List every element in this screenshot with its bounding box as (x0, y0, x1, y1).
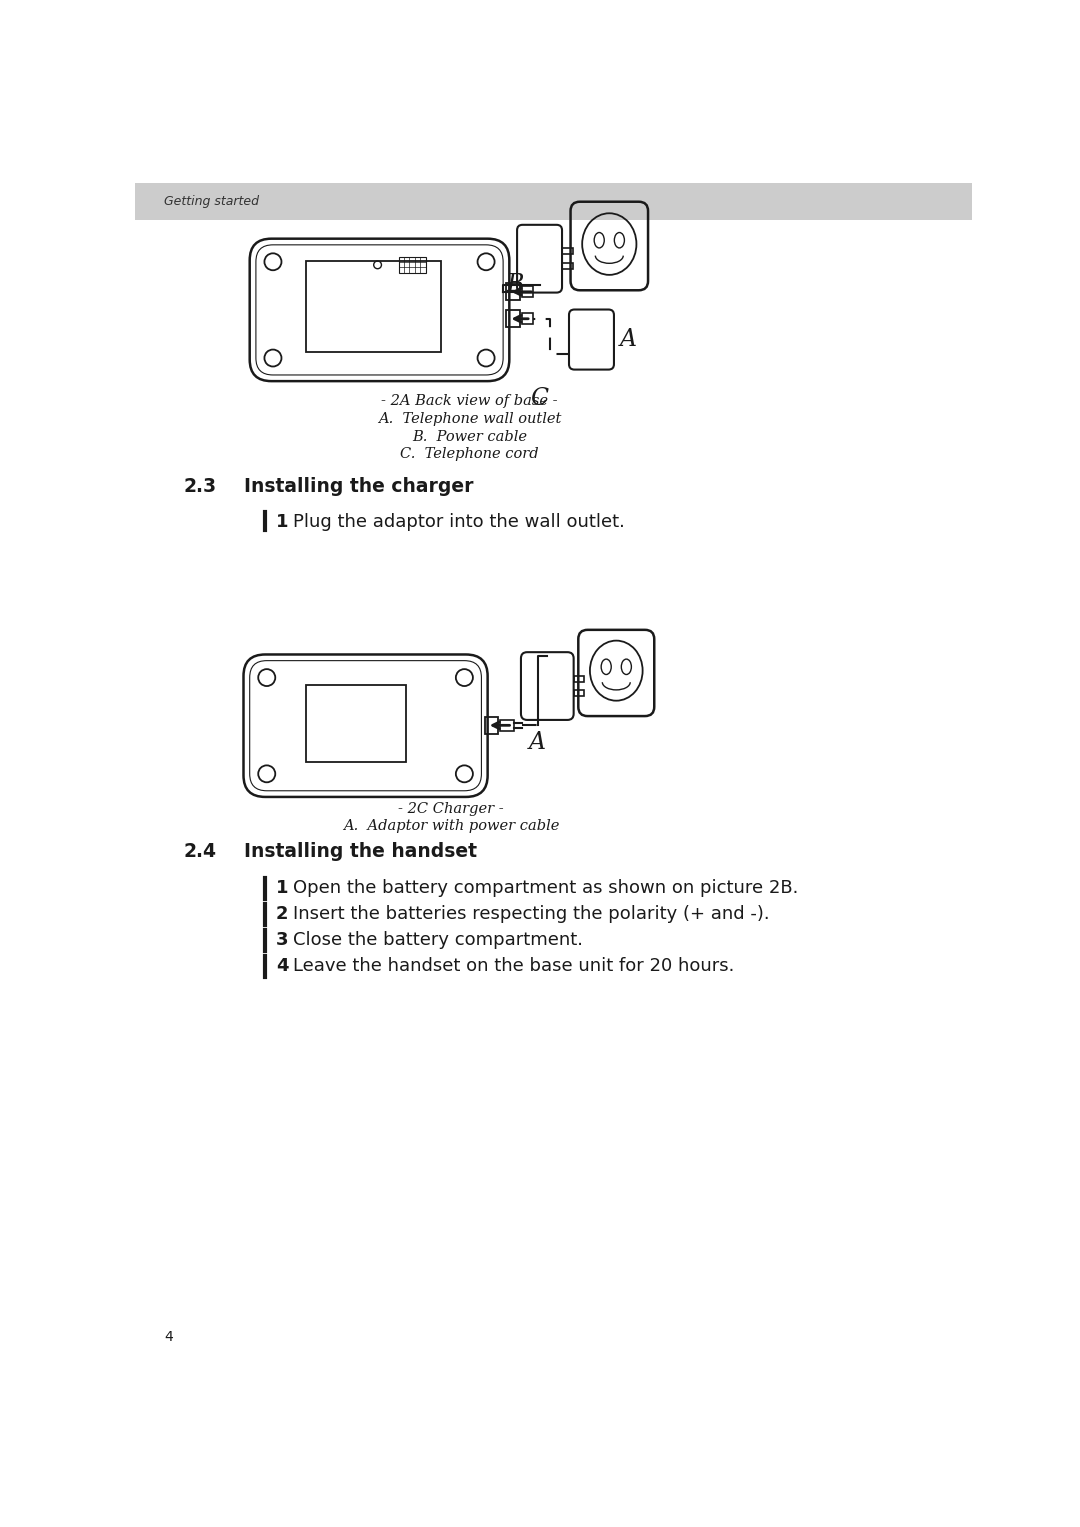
Text: Leave the handset on the base unit for 20 hours.: Leave the handset on the base unit for 2… (293, 957, 734, 976)
Ellipse shape (594, 232, 605, 247)
Bar (306, 261, 441, 351)
Bar (562, 247, 572, 253)
Ellipse shape (615, 232, 624, 247)
Text: Getting started: Getting started (164, 195, 259, 208)
Text: 4: 4 (276, 957, 288, 976)
Text: Close the battery compartment.: Close the battery compartment. (293, 931, 583, 948)
Text: 3: 3 (276, 931, 288, 948)
Bar (399, 257, 426, 272)
Bar (573, 690, 583, 696)
Text: 2.3: 2.3 (183, 478, 216, 496)
Text: A: A (529, 731, 545, 754)
Bar (562, 263, 572, 269)
Bar (507, 284, 521, 301)
Text: 2: 2 (276, 904, 288, 922)
Bar (522, 287, 532, 298)
Text: Plug the adaptor into the wall outlet.: Plug the adaptor into the wall outlet. (293, 513, 625, 531)
Bar (500, 719, 514, 731)
Text: B: B (507, 273, 524, 296)
Text: B.  Power cable: B. Power cable (413, 429, 527, 444)
Bar (306, 686, 406, 762)
Text: Installing the handset: Installing the handset (243, 841, 476, 861)
Text: Installing the charger: Installing the charger (243, 478, 473, 496)
Bar (135, 183, 972, 220)
Text: 2.4: 2.4 (183, 841, 216, 861)
Text: - 2A Back view of base -: - 2A Back view of base - (381, 394, 558, 408)
Text: 4: 4 (164, 1330, 173, 1344)
Text: A: A (620, 328, 637, 351)
Text: 1: 1 (276, 878, 288, 896)
Bar (485, 716, 499, 734)
Text: A.  Telephone wall outlet: A. Telephone wall outlet (378, 412, 562, 426)
Ellipse shape (621, 660, 632, 675)
Text: C: C (530, 388, 549, 411)
Ellipse shape (602, 660, 611, 675)
Bar (507, 310, 521, 327)
Text: Open the battery compartment as shown on picture 2B.: Open the battery compartment as shown on… (293, 878, 798, 896)
Text: - 2C Charger -: - 2C Charger - (399, 802, 504, 815)
Text: A.  Adaptor with power cable: A. Adaptor with power cable (343, 820, 559, 834)
Bar (573, 676, 583, 683)
Text: Insert the batteries respecting the polarity (+ and -).: Insert the batteries respecting the pola… (293, 904, 770, 922)
Text: 1: 1 (276, 513, 288, 531)
Text: C.  Telephone cord: C. Telephone cord (401, 447, 539, 461)
Bar (522, 313, 532, 324)
